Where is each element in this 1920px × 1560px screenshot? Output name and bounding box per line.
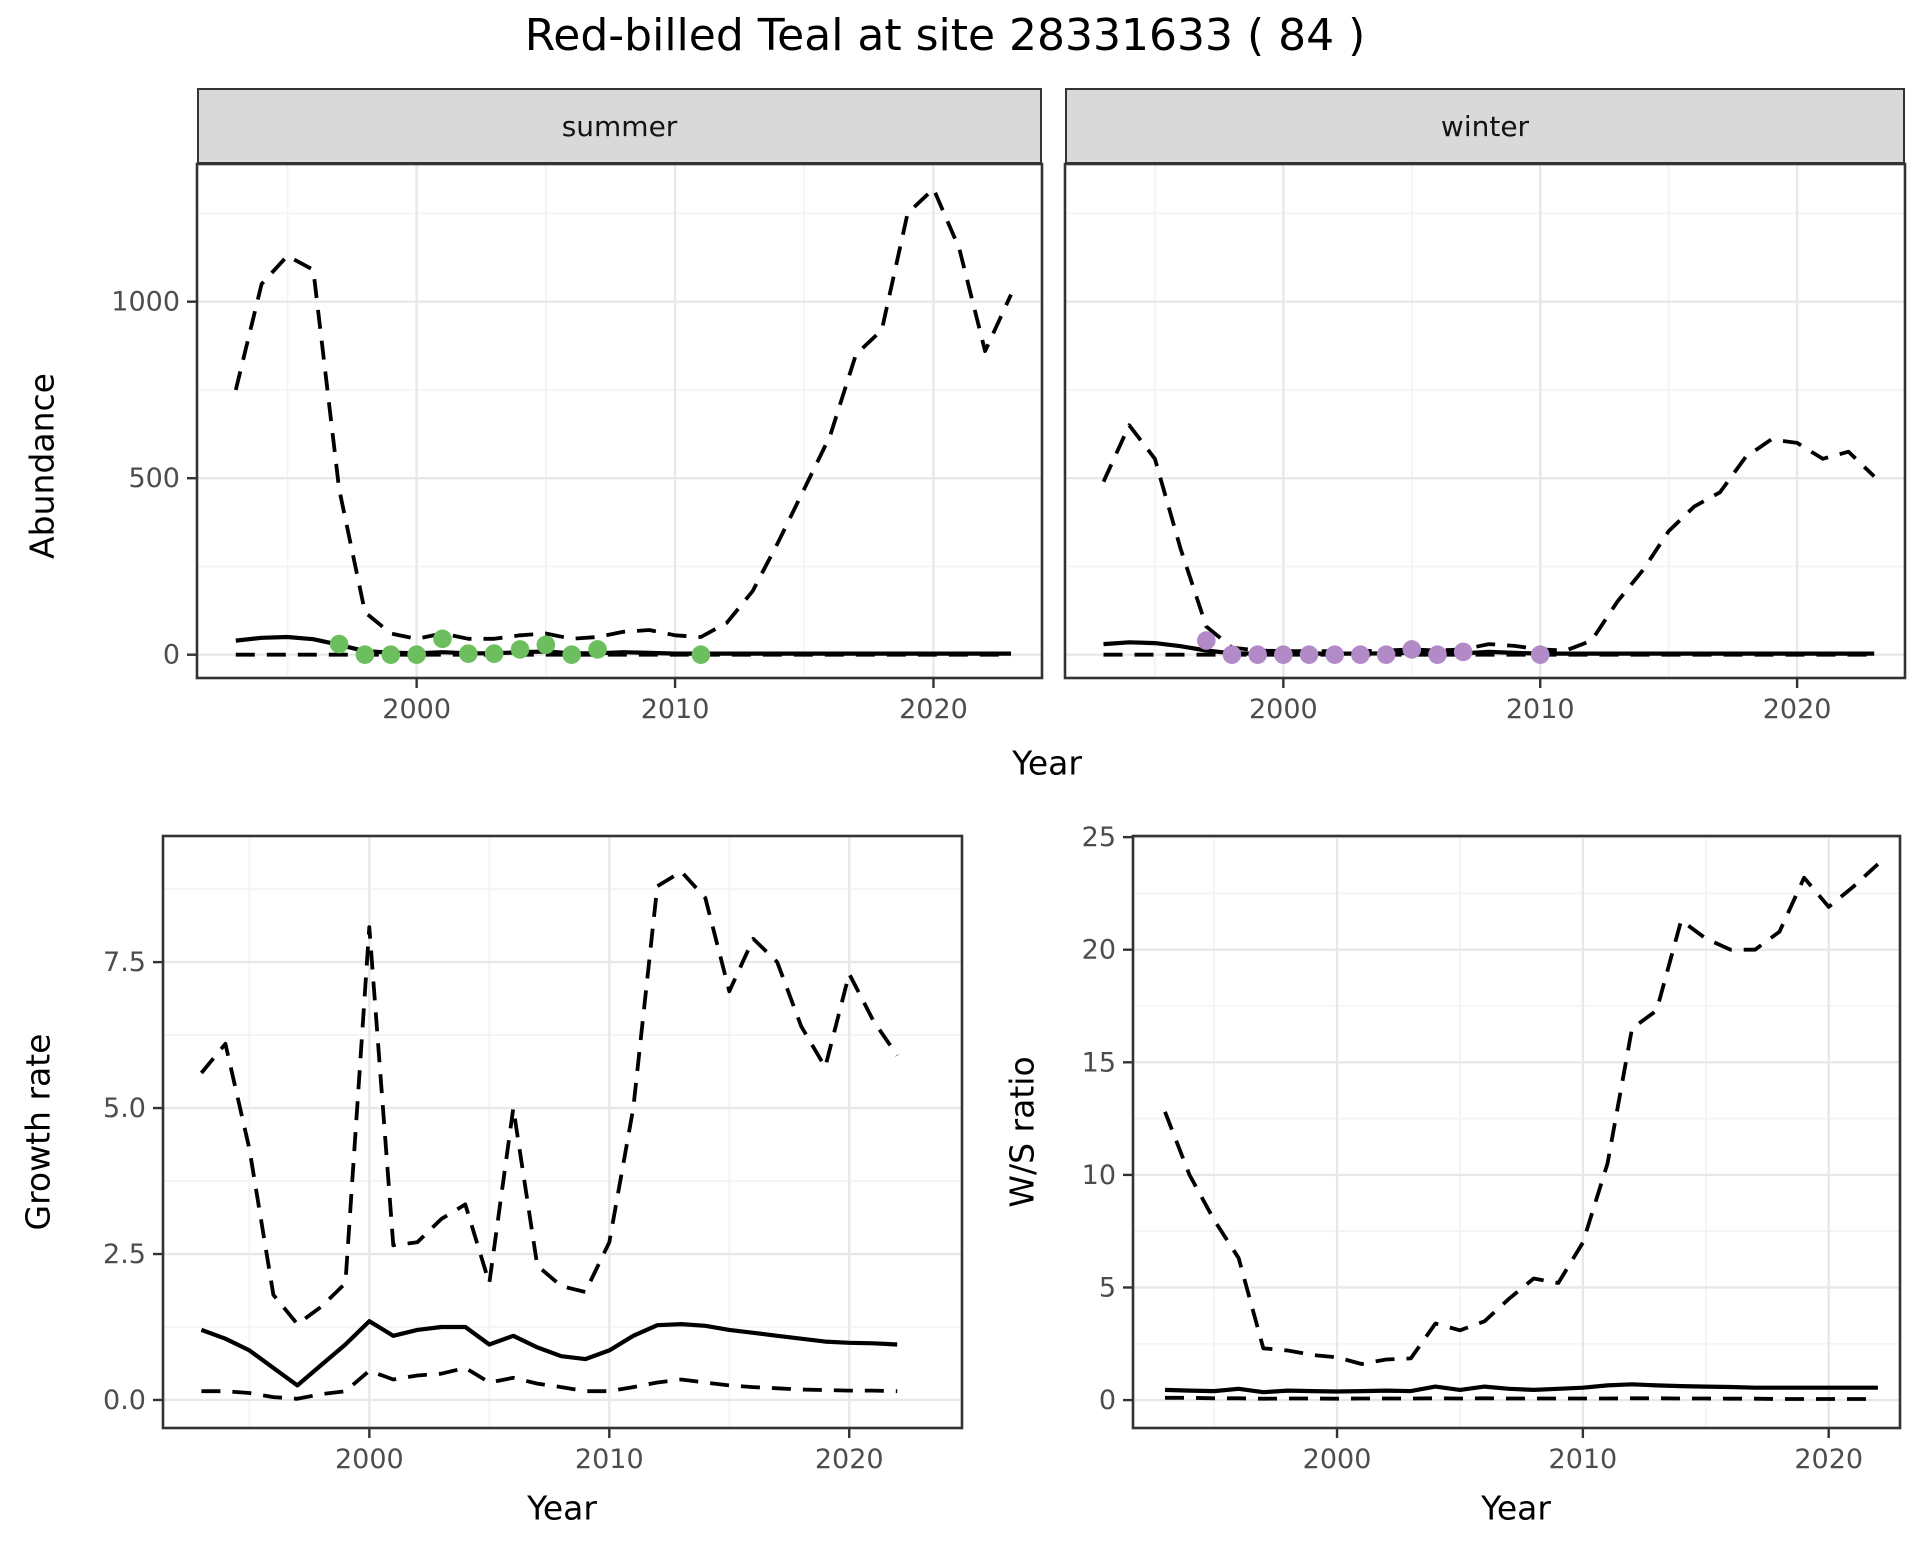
- y-tick-label: 1000: [111, 287, 180, 318]
- observed-point: [1530, 645, 1550, 665]
- panel-border: [195, 162, 1044, 680]
- y-tick-label: 2.5: [103, 1239, 146, 1270]
- observed-point: [1222, 645, 1242, 665]
- observed-point: [536, 635, 556, 655]
- x-tick-label: 2010: [1549, 1444, 1618, 1475]
- series-lower_ci: [201, 1366, 898, 1401]
- panel-background: [197, 164, 1042, 678]
- series-median: [200, 1319, 898, 1388]
- observed-point: [484, 644, 504, 663]
- x-tick-label: 2020: [815, 1444, 884, 1475]
- observed-point: [1299, 645, 1319, 665]
- series-upper_ci: [233, 186, 1013, 641]
- panel-border: [1063, 162, 1907, 680]
- y-tick-label: 0: [163, 640, 180, 671]
- series-lower_ci: [1165, 1395, 1878, 1401]
- panel-background: [1065, 164, 1905, 678]
- observed-point: [381, 645, 401, 665]
- x-axis-title-year-bottom-right: Year: [1481, 1488, 1551, 1528]
- y-axis-title-growth-rate: Growth rate: [18, 1033, 58, 1231]
- observed-point: [433, 629, 452, 649]
- series-upper_ci: [1163, 862, 1880, 1366]
- observed-point: [329, 634, 349, 654]
- x-tick-label: 2020: [1794, 1444, 1863, 1475]
- series-median: [1164, 1382, 1878, 1395]
- observed-point: [355, 645, 375, 665]
- observed-point: [1351, 645, 1370, 665]
- observed-point: [407, 645, 426, 665]
- panel-ws-ratio: 2000 2010 2020 0 5 10 15 20 25: [1082, 822, 1902, 1475]
- x-tick-label: 2000: [1249, 694, 1318, 725]
- panel-background: [1133, 836, 1900, 1428]
- y-tick-label: 10: [1082, 1160, 1116, 1191]
- facet-strip-winter: winter: [1065, 88, 1905, 164]
- y-tick-label: 0: [1099, 1385, 1116, 1416]
- panel-growth-rate: 2000 2010 2020 0.0 2.5 5.0 7.5: [103, 834, 964, 1475]
- series-upper_ci: [199, 869, 899, 1326]
- y-tick-label: 5: [1099, 1272, 1116, 1303]
- panel-border: [161, 834, 964, 1430]
- facet-strip-summer: summer: [197, 88, 1042, 164]
- observed-point: [1428, 645, 1447, 665]
- panel-border: [1131, 834, 1902, 1430]
- x-tick-label: 2010: [1506, 694, 1575, 725]
- observed-point: [691, 645, 711, 665]
- panel-abundance-winter: 2000 2010 2020: [1063, 162, 1907, 725]
- y-tick-label: 500: [128, 463, 180, 494]
- points-observed_counts: [329, 629, 711, 665]
- observed-point: [1274, 645, 1293, 665]
- x-tick-label: 2010: [641, 694, 710, 725]
- x-tick-label: 2020: [1763, 694, 1832, 725]
- y-tick-label: 0.0: [103, 1385, 146, 1416]
- x-tick-label: 2000: [335, 1444, 404, 1475]
- y-axis-title-abundance: Abundance: [22, 373, 62, 559]
- y-tick-label: 5.0: [103, 1093, 146, 1124]
- facet-strip-label: summer: [561, 109, 678, 143]
- x-tick-label: 2010: [575, 1444, 644, 1475]
- y-axis-title-ws-ratio: W/S ratio: [1002, 1056, 1042, 1208]
- x-axis-title-year-top: Year: [1012, 743, 1082, 783]
- facet-strip-label: winter: [1440, 109, 1530, 143]
- y-tick-label: 15: [1082, 1047, 1116, 1078]
- y-tick-label: 7.5: [103, 947, 146, 978]
- figure-title: Red-billed Teal at site 28331633 ( 84 ): [524, 10, 1366, 61]
- observed-point: [459, 644, 478, 663]
- x-tick-label: 2000: [1303, 1444, 1372, 1475]
- observed-point: [588, 640, 607, 659]
- x-tick-label: 2020: [899, 694, 968, 725]
- observed-point: [1376, 645, 1396, 665]
- x-tick-label: 2000: [382, 694, 451, 725]
- observed-point: [1453, 642, 1473, 662]
- y-tick-label: 20: [1082, 935, 1116, 966]
- observed-point: [1402, 640, 1422, 659]
- observed-point: [1325, 645, 1345, 665]
- observed-point: [1248, 645, 1267, 665]
- observed-point: [1196, 631, 1216, 650]
- y-tick-label: 25: [1082, 822, 1116, 853]
- panel-background: [163, 836, 962, 1428]
- observed-point: [562, 645, 581, 665]
- panel-abundance-summer: 2000 2010 2020 0 500 1000: [111, 162, 1044, 725]
- points-observed_counts: [1196, 631, 1550, 665]
- observed-point: [510, 640, 530, 659]
- x-axis-title-year-bottom-left: Year: [527, 1488, 597, 1528]
